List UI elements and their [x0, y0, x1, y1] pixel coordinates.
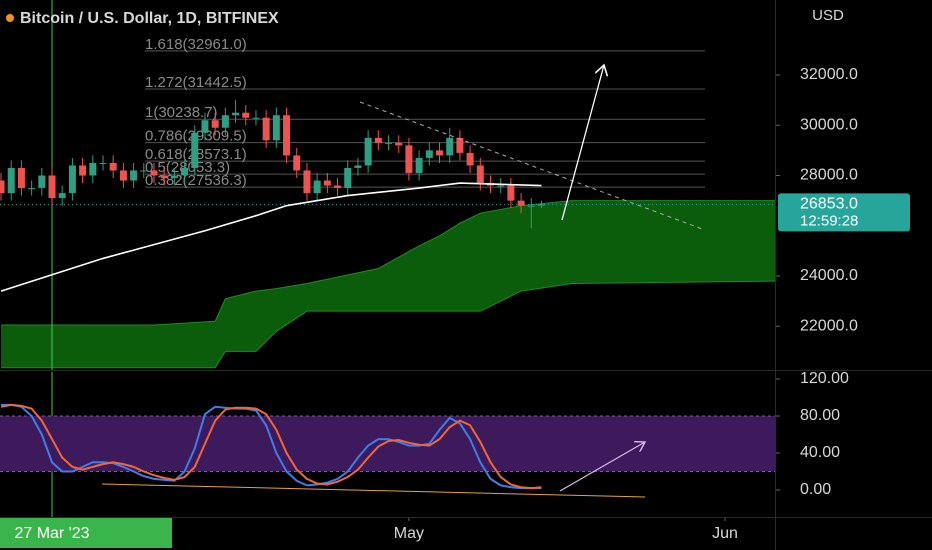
- candle-body: [446, 137, 454, 156]
- candle-body: [364, 137, 372, 166]
- candle-body: [283, 115, 291, 156]
- fib-label: 0.5(28053.3): [145, 159, 230, 176]
- candle-body: [323, 180, 331, 186]
- candle-body: [507, 185, 515, 201]
- fib-label: 1.618(32961.0): [145, 36, 247, 53]
- y-tick-label: 32000.0: [800, 66, 858, 83]
- candle-body: [537, 204, 545, 206]
- stoch-line: [0, 403, 542, 490]
- price-label: 26853.0: [800, 196, 858, 213]
- candle-body: [303, 170, 311, 194]
- y-tick-label: 120.00: [800, 370, 849, 387]
- candle-body: [517, 200, 525, 206]
- candle-body: [17, 167, 25, 189]
- currency: USD: [812, 7, 844, 24]
- candle-body: [293, 155, 301, 171]
- candle-body: [476, 165, 484, 184]
- candle-body: [425, 150, 433, 158]
- candle-body: [374, 137, 382, 143]
- candle-body: [354, 165, 362, 168]
- candle-body: [201, 120, 209, 133]
- y-tick-label: 22000.0: [800, 317, 858, 334]
- x-tick-label: May: [394, 525, 424, 542]
- arrow: [559, 442, 645, 492]
- crosshair-date-box: [0, 518, 172, 548]
- fib-label: 1.272(31442.5): [145, 74, 247, 91]
- crosshair-date: 27 Mar '23: [14, 525, 89, 542]
- moving-average: [0, 182, 542, 292]
- candle-body: [130, 170, 138, 181]
- cloud-edge: [1, 280, 775, 369]
- candle-body: [28, 188, 36, 190]
- candle-body: [181, 167, 189, 176]
- candle-body: [211, 120, 219, 128]
- cloud-edge: [1, 200, 775, 326]
- candle-body: [527, 205, 535, 207]
- candle-body: [436, 150, 444, 156]
- candle-body: [150, 170, 158, 176]
- candle-body: [68, 165, 76, 194]
- y-tick-label: 0.00: [800, 481, 831, 498]
- y-tick-label: 40.00: [800, 444, 840, 461]
- candle-body: [48, 175, 56, 199]
- stoch-line: [1, 403, 542, 490]
- candle-body: [405, 145, 413, 173]
- x-tick-label: Jun: [712, 525, 738, 542]
- candle-body: [99, 162, 107, 164]
- candle-body: [313, 180, 321, 194]
- candle-body: [334, 185, 342, 189]
- candle-body: [466, 152, 474, 166]
- candle-body: [395, 142, 403, 146]
- candle-body: [140, 170, 148, 172]
- arrow: [561, 65, 604, 221]
- trend-line: [359, 101, 706, 231]
- fib-label: 0.382(27536.3): [145, 172, 247, 189]
- y-tick-label: 30000.0: [800, 116, 858, 133]
- fib-label: 1(30238.7): [145, 104, 218, 121]
- candle-body: [7, 167, 15, 194]
- candle-body: [497, 185, 505, 187]
- candle-body: [89, 162, 97, 176]
- candle-body: [252, 117, 260, 119]
- candle-body: [170, 175, 178, 179]
- candle-body: [272, 115, 280, 141]
- axes: 32000.0 30000.0 28000.0 24000.0 22000.0 120.0…: [0, 66, 910, 548]
- symbol-dot: [6, 14, 14, 22]
- candle-body: [160, 175, 168, 179]
- candle-body: [232, 112, 240, 116]
- candle-body: [119, 170, 127, 181]
- candle-body: [58, 193, 66, 199]
- candle-body: [109, 162, 117, 171]
- candle-body: [385, 142, 393, 144]
- ichimoku-cloud: [1, 200, 775, 368]
- y-tick-label: 24000.0: [800, 267, 858, 284]
- candle-body: [79, 165, 87, 176]
- candle-body: [344, 167, 352, 189]
- candle-body: [38, 175, 46, 189]
- candle-body: [191, 132, 199, 168]
- price-label-box: [778, 193, 910, 232]
- candle-body: [221, 115, 229, 128]
- y-tick-label: 28000.0: [800, 167, 858, 184]
- candle-body: [456, 137, 464, 153]
- price-pane: 1.618(32961.0) 1.272(31442.5) 1(30238.7) 0.…: [0, 0, 775, 370]
- candle-body: [415, 157, 423, 173]
- candle-body: [0, 180, 5, 194]
- countdown: 12:59:28: [800, 212, 858, 229]
- chart-title: Bitcoin / U.S. Dollar, 1D, BITFINEX: [20, 10, 279, 27]
- divergence-line: [101, 483, 646, 498]
- candle-body: [262, 117, 270, 141]
- y-tick-label: 80.00: [800, 407, 840, 424]
- candle-body: [242, 112, 250, 118]
